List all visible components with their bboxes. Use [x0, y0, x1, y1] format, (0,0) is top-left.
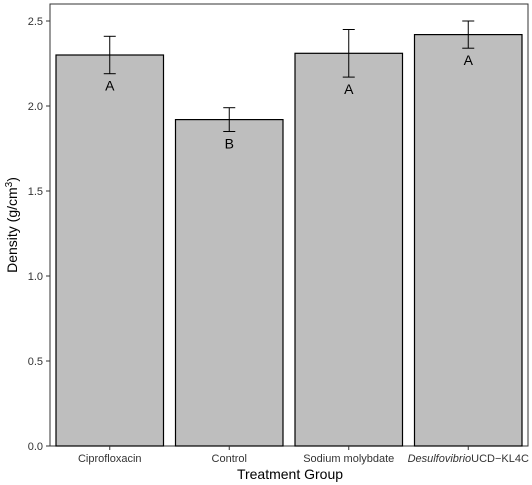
x-tick-label-text-4: UCD−KL4C — [471, 453, 529, 465]
bar-1 — [55, 54, 165, 447]
x-tick-label-text-3: Sodium molybdate — [303, 453, 394, 465]
bar-3 — [294, 52, 404, 447]
bars — [55, 33, 523, 447]
y-axis-title-main: Density (g/cm — [4, 187, 20, 273]
y-axis: 0.0 0.5 1.0 1.5 2.0 2.5 — [28, 16, 50, 453]
significance-label-2: B — [225, 136, 234, 152]
y-tick-label-1: 0.0 — [28, 441, 43, 453]
x-tick-label-text-1: Ciprofloxacin — [78, 453, 142, 465]
y-axis-title: Density (g/cm3) — [4, 177, 20, 273]
x-tick-label-2: Control — [212, 453, 247, 465]
x-tick-label-4: DesulfovibrioUCD−KL4C — [408, 453, 529, 465]
x-tick-label-1: Ciprofloxacin — [78, 453, 142, 465]
significance-labels: A B A A — [105, 52, 474, 151]
bar-4 — [413, 33, 523, 447]
error-bars — [103, 20, 475, 132]
y-axis-title-close: ) — [4, 177, 20, 182]
bar-2 — [174, 118, 284, 447]
y-tick-label-6: 2.5 — [28, 16, 43, 28]
significance-label-1: A — [105, 78, 115, 94]
x-tick-label-text-2: Control — [212, 453, 247, 465]
significance-label-3: A — [344, 81, 354, 97]
significance-label-4: A — [464, 52, 474, 68]
y-axis-title-superscript: 3 — [4, 181, 15, 187]
x-axis: Ciprofloxacin Control Sodium molybdate Desu… — [78, 446, 529, 465]
y-tick-label-2: 0.5 — [28, 356, 43, 368]
y-tick-label-3: 1.0 — [28, 271, 43, 283]
y-tick-label-5: 2.0 — [28, 101, 43, 113]
y-tick-label-4: 1.5 — [28, 186, 43, 198]
x-axis-title: Treatment Group — [237, 466, 343, 482]
x-tick-label-italic-4: Desulfovibrio — [408, 453, 472, 465]
x-tick-label-3: Sodium molybdate — [303, 453, 394, 465]
